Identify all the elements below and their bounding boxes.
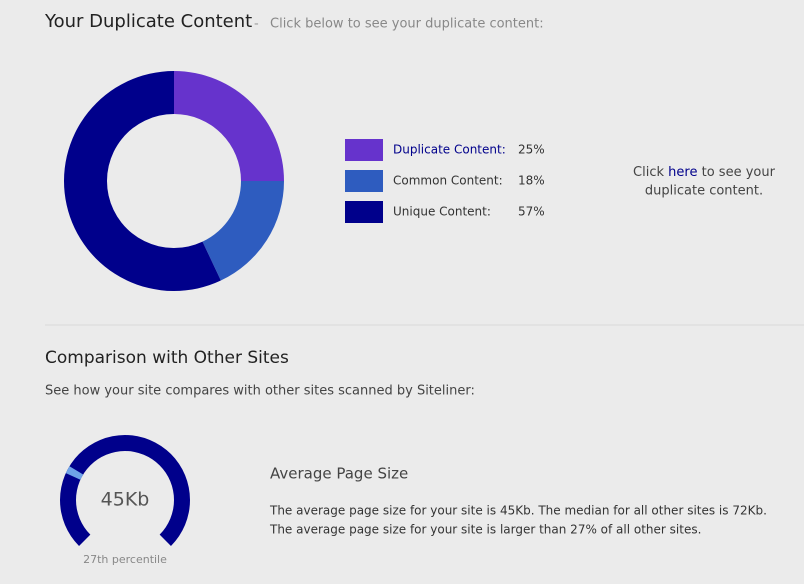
gauge-track bbox=[60, 434, 190, 546]
donut-segment bbox=[174, 71, 284, 181]
metric-text: The average page size for your site is 4… bbox=[269, 504, 767, 518]
legend-value: 57% bbox=[518, 205, 545, 219]
note: Click here to see your bbox=[633, 165, 776, 180]
note-text: Click bbox=[633, 165, 664, 180]
legend-label: Common Content: bbox=[393, 174, 503, 188]
legend-swatch bbox=[345, 170, 383, 192]
subtitle: Click below to see your duplicate conten… bbox=[270, 17, 544, 32]
donut-segment bbox=[63, 71, 221, 291]
legend-value: 18% bbox=[518, 174, 545, 188]
link[interactable]: here bbox=[668, 165, 697, 180]
metric-heading: Average Page Size bbox=[270, 465, 408, 483]
donut-segment bbox=[202, 181, 284, 281]
section-title: Comparison with Other Sites bbox=[45, 348, 289, 368]
legend-label: Duplicate Content: bbox=[393, 143, 506, 157]
separator: - bbox=[254, 17, 259, 32]
note-text: to see your bbox=[702, 165, 776, 180]
note-text: duplicate content. bbox=[645, 184, 763, 199]
gauge-marker bbox=[65, 466, 84, 480]
gauge-caption: 27th percentile bbox=[83, 553, 167, 566]
legend-value: 25% bbox=[518, 143, 545, 157]
legend-label: Unique Content: bbox=[393, 205, 491, 219]
metric-text: The average page size for your site is l… bbox=[269, 523, 701, 537]
legend-swatch bbox=[345, 139, 383, 161]
section-title: Your Duplicate Content bbox=[44, 11, 252, 32]
gauge-value: 45Kb bbox=[101, 489, 150, 511]
description: See how your site compares with other si… bbox=[45, 384, 475, 399]
legend-swatch bbox=[345, 201, 383, 223]
